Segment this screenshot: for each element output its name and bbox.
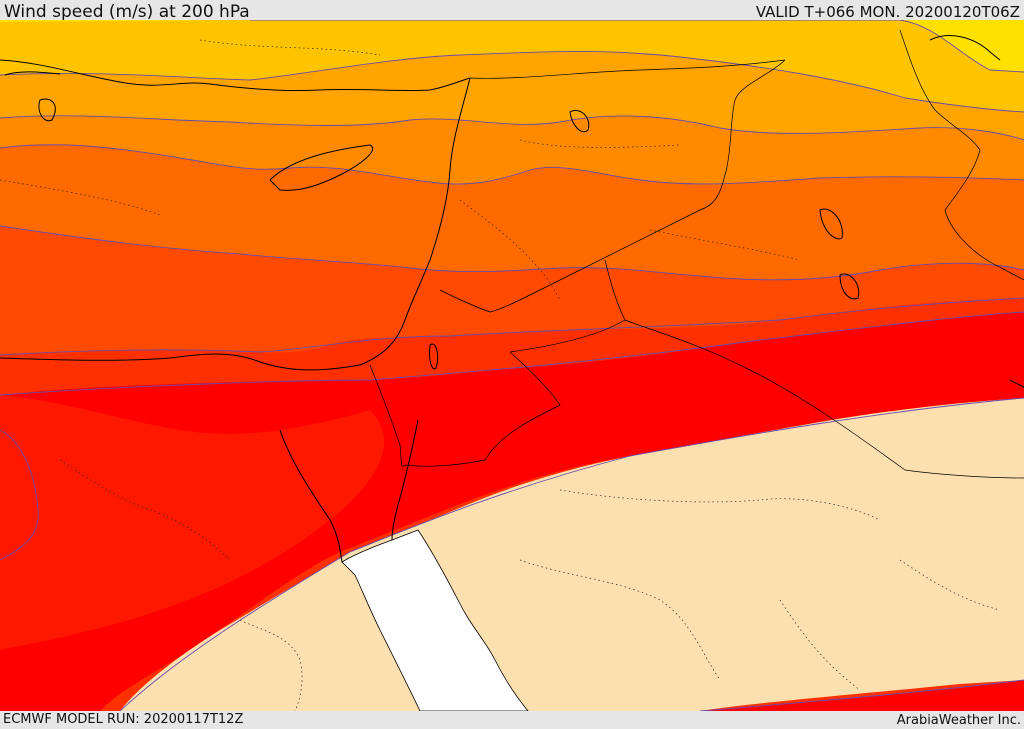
map-title: Wind speed (m/s) at 200 hPa xyxy=(4,2,250,22)
valid-time: VALID T+066 MON. 20200120T06Z xyxy=(755,3,1020,21)
credit: ArabiaWeather Inc. xyxy=(896,713,1021,728)
footer-bar: ECMWF MODEL RUN: 20200117T12Z ArabiaWeat… xyxy=(0,711,1024,729)
band-red-south xyxy=(700,680,1024,711)
admin-boundaries xyxy=(0,39,1001,711)
wind-speed-map xyxy=(0,20,1024,711)
model-run: ECMWF MODEL RUN: 20200117T12Z xyxy=(3,712,244,727)
band-red-west xyxy=(0,395,385,650)
borders xyxy=(369,29,1024,479)
contour-lines xyxy=(0,20,1024,711)
band-calm xyxy=(120,398,1024,711)
header-bar: Wind speed (m/s) at 200 hPa VALID T+066 … xyxy=(0,0,1024,22)
red-sea xyxy=(341,529,529,711)
band-red-core xyxy=(0,312,1024,711)
